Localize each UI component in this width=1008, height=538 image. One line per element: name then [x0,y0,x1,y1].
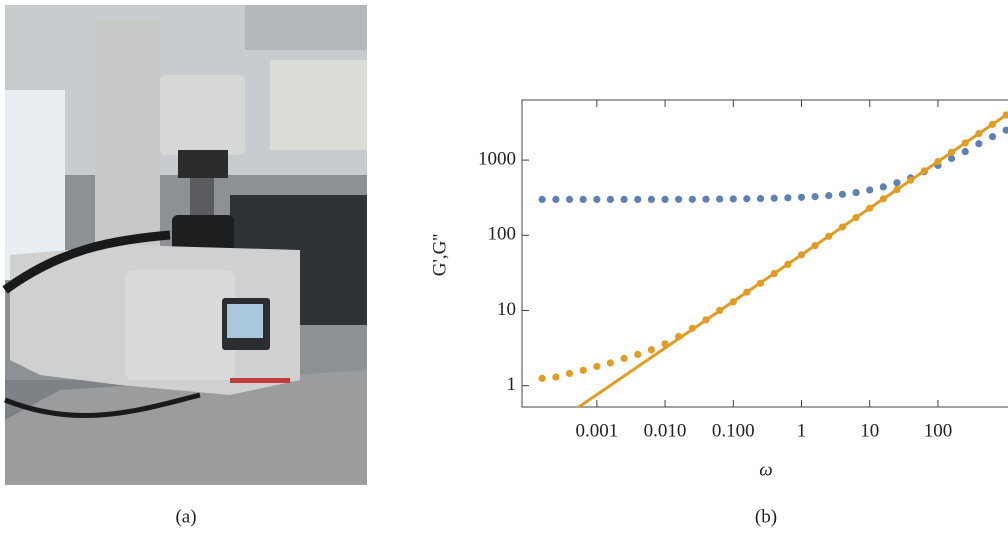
data-point [620,195,628,204]
y-tick-label: 10 [497,299,516,320]
data-point [716,195,724,203]
data-point [784,194,792,202]
y-tick-label: 1 [507,374,517,395]
data-point [947,154,956,163]
fit-line [576,113,1008,407]
data-point [565,195,574,204]
x-tick-label: 0.001 [575,420,618,441]
data-point [538,195,546,204]
x-tick-label: 100 [924,420,953,441]
data-point [552,373,560,381]
data-point [606,195,614,204]
data-point [811,192,819,201]
data-point [565,369,574,378]
data-point [743,195,751,203]
data-point [893,179,901,187]
y-tick-label: 1000 [478,148,516,169]
data-point [579,195,587,204]
x-tick-label: 1 [797,420,807,441]
data-point [729,195,737,203]
data-point [702,195,710,203]
data-point [579,366,587,374]
plot-frame [521,99,1008,408]
data-point [797,193,806,201]
data-point [620,354,628,363]
data-point [852,188,860,197]
y-tick-label: 100 [488,224,517,245]
data-point [593,362,601,371]
x-tick-label: 0.010 [644,420,687,441]
x-axis-label: ω [759,459,772,480]
data-point [975,140,983,148]
data-point [552,195,560,204]
x-tick-label: 10 [860,420,879,441]
data-point [634,195,642,204]
data-point [647,195,656,204]
data-point [866,186,874,194]
x-tick-label: 0.100 [712,420,755,441]
y-axis-label: G',G'' [429,234,450,276]
caption: (a) [175,506,196,527]
photo [2,5,367,485]
data-point [538,374,546,382]
data-point [988,133,997,141]
data-point [770,194,778,202]
data-point [756,194,765,203]
data-point [825,192,833,200]
data-point [647,346,656,354]
data-point [661,195,669,204]
data-point [879,183,887,191]
data-point [634,350,642,359]
caption: (b) [755,506,777,527]
data-point [675,195,683,203]
data-point [838,190,847,198]
data-point [606,359,614,367]
data-point [1002,126,1008,134]
data-point [593,195,601,204]
data-point [688,195,696,203]
data-point [961,147,969,156]
plot-area [538,111,1008,407]
